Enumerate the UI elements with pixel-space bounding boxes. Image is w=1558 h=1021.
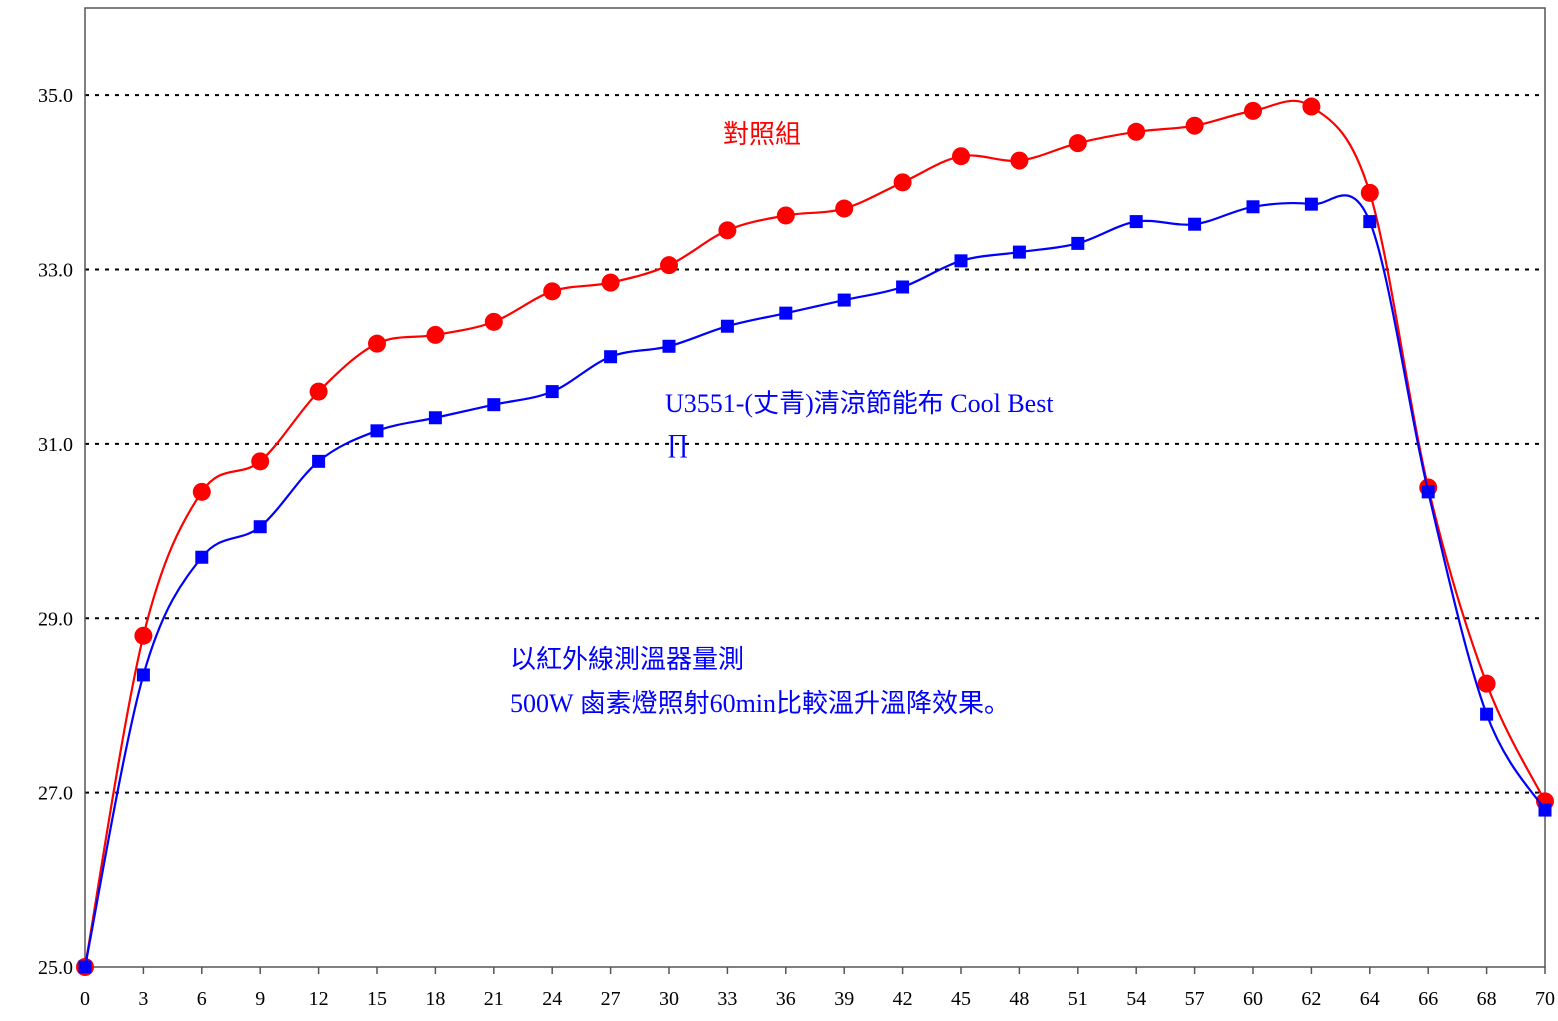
y-tick-label: 33.0 [38, 260, 73, 282]
data-point-square [487, 398, 501, 412]
data-point-circle [1244, 101, 1262, 120]
x-tick-label: 64 [1360, 988, 1380, 1010]
plot-frame [84, 7, 1546, 968]
y-tick-label: 25.0 [38, 957, 73, 979]
data-point-circle [660, 256, 678, 275]
data-point-circle [1010, 151, 1029, 170]
x-tick-label: 54 [1126, 988, 1146, 1010]
grid-lines [85, 94, 1545, 794]
x-tick-label: 12 [309, 988, 329, 1010]
x-tick-label: 9 [255, 988, 265, 1010]
data-point-square [1246, 200, 1260, 214]
data-point-circle [1068, 134, 1087, 153]
data-point-square [195, 550, 209, 564]
data-point-square [136, 668, 150, 682]
data-point-square [779, 306, 793, 320]
data-point-circle [893, 173, 912, 192]
data-point-circle [1360, 183, 1379, 202]
annotation-fabric-name: U3551-(丈青)清涼節能布 Cool Best [665, 389, 1054, 418]
x-tick-label: 51 [1068, 988, 1088, 1010]
data-point-square [1421, 485, 1435, 499]
x-tick-label: 27 [601, 988, 621, 1010]
y-tick-label: 29.0 [38, 608, 73, 630]
x-tick-label: 60 [1243, 988, 1263, 1010]
data-point-circle [192, 482, 211, 501]
data-point-square [1071, 236, 1085, 250]
data-point-square [896, 280, 910, 294]
x-tick-label: 45 [951, 988, 971, 1010]
x-tick-label: 48 [1009, 988, 1029, 1010]
data-point-circle [543, 282, 562, 301]
data-point-circle [251, 452, 270, 471]
data-point-square [1304, 197, 1318, 211]
x-tick-label: 33 [717, 988, 737, 1010]
data-point-square [78, 960, 92, 974]
series-line [83, 99, 1546, 968]
data-point-square [954, 254, 968, 268]
data-point-square [1012, 245, 1026, 259]
annotation-control-group: 對照組 [723, 120, 801, 149]
y-axis: 25.0 27.0 29.0 31.0 33.0 35.0 [38, 85, 73, 979]
x-tick-label: 42 [893, 988, 913, 1010]
series-blue [78, 194, 1552, 974]
x-tick-label: 21 [484, 988, 504, 1010]
x-tick-label: 36 [776, 988, 796, 1010]
x-tick-label: 0 [80, 988, 90, 1010]
data-point-square [253, 520, 267, 534]
data-point-circle [368, 334, 386, 353]
data-point-circle [718, 221, 737, 240]
data-point-circle [952, 147, 970, 166]
x-tick-label: 24 [542, 988, 562, 1010]
data-point-circle [309, 382, 328, 401]
x-tick-label: 15 [367, 988, 387, 1010]
data-point-circle [426, 325, 445, 344]
data-point-square [428, 411, 442, 425]
data-point-square [604, 350, 618, 364]
x-tick-label: 18 [425, 988, 445, 1010]
data-point-circle [776, 206, 795, 225]
data-point-circle [484, 312, 503, 331]
y-tick-label: 31.0 [38, 434, 73, 456]
annotation-method-line2: 500W 鹵素燈照射60min比較溫升溫降效果。 [510, 689, 1010, 718]
data-point-square [1363, 215, 1377, 229]
data-point-circle [1127, 122, 1146, 141]
x-tick-label: 70 [1535, 988, 1555, 1010]
data-point-circle [1302, 97, 1321, 116]
x-tick-label: 68 [1477, 988, 1497, 1010]
series-layer [76, 97, 1554, 976]
data-point-square [370, 424, 384, 438]
series-red [76, 97, 1554, 976]
x-tick-label: 3 [138, 988, 148, 1010]
data-point-circle [1185, 116, 1204, 135]
series-line [83, 194, 1546, 968]
y-tick-label: 27.0 [38, 783, 73, 805]
data-point-circle [835, 199, 854, 218]
y-tick-label: 35.0 [38, 85, 73, 107]
data-point-circle [134, 626, 153, 645]
data-point-square [720, 319, 734, 333]
data-point-square [1129, 215, 1143, 229]
data-point-square [1538, 803, 1552, 817]
data-point-circle [601, 273, 620, 292]
x-tick-label: 30 [659, 988, 679, 1010]
x-tick-label: 39 [834, 988, 854, 1010]
data-point-square [312, 454, 326, 468]
x-tick-label: 57 [1185, 988, 1205, 1010]
x-tick-label: 66 [1418, 988, 1438, 1010]
data-point-square [837, 293, 851, 307]
annotation-fabric-name-cont: ∏ [667, 429, 688, 458]
data-point-square [662, 339, 676, 353]
data-point-square [1480, 707, 1494, 721]
data-point-circle [1477, 674, 1496, 693]
x-tick-label: 6 [197, 988, 207, 1010]
data-point-square [1188, 217, 1202, 231]
annotation-method-line1: 以紅外線測溫器量測 [510, 645, 744, 674]
data-point-square [545, 385, 559, 399]
x-tick-label: 62 [1301, 988, 1321, 1010]
x-axis: 0 3 6 9 12 15 18 21 24 27 30 33 36 39 42 45 48 51 54 57 60 62… [80, 967, 1555, 1010]
